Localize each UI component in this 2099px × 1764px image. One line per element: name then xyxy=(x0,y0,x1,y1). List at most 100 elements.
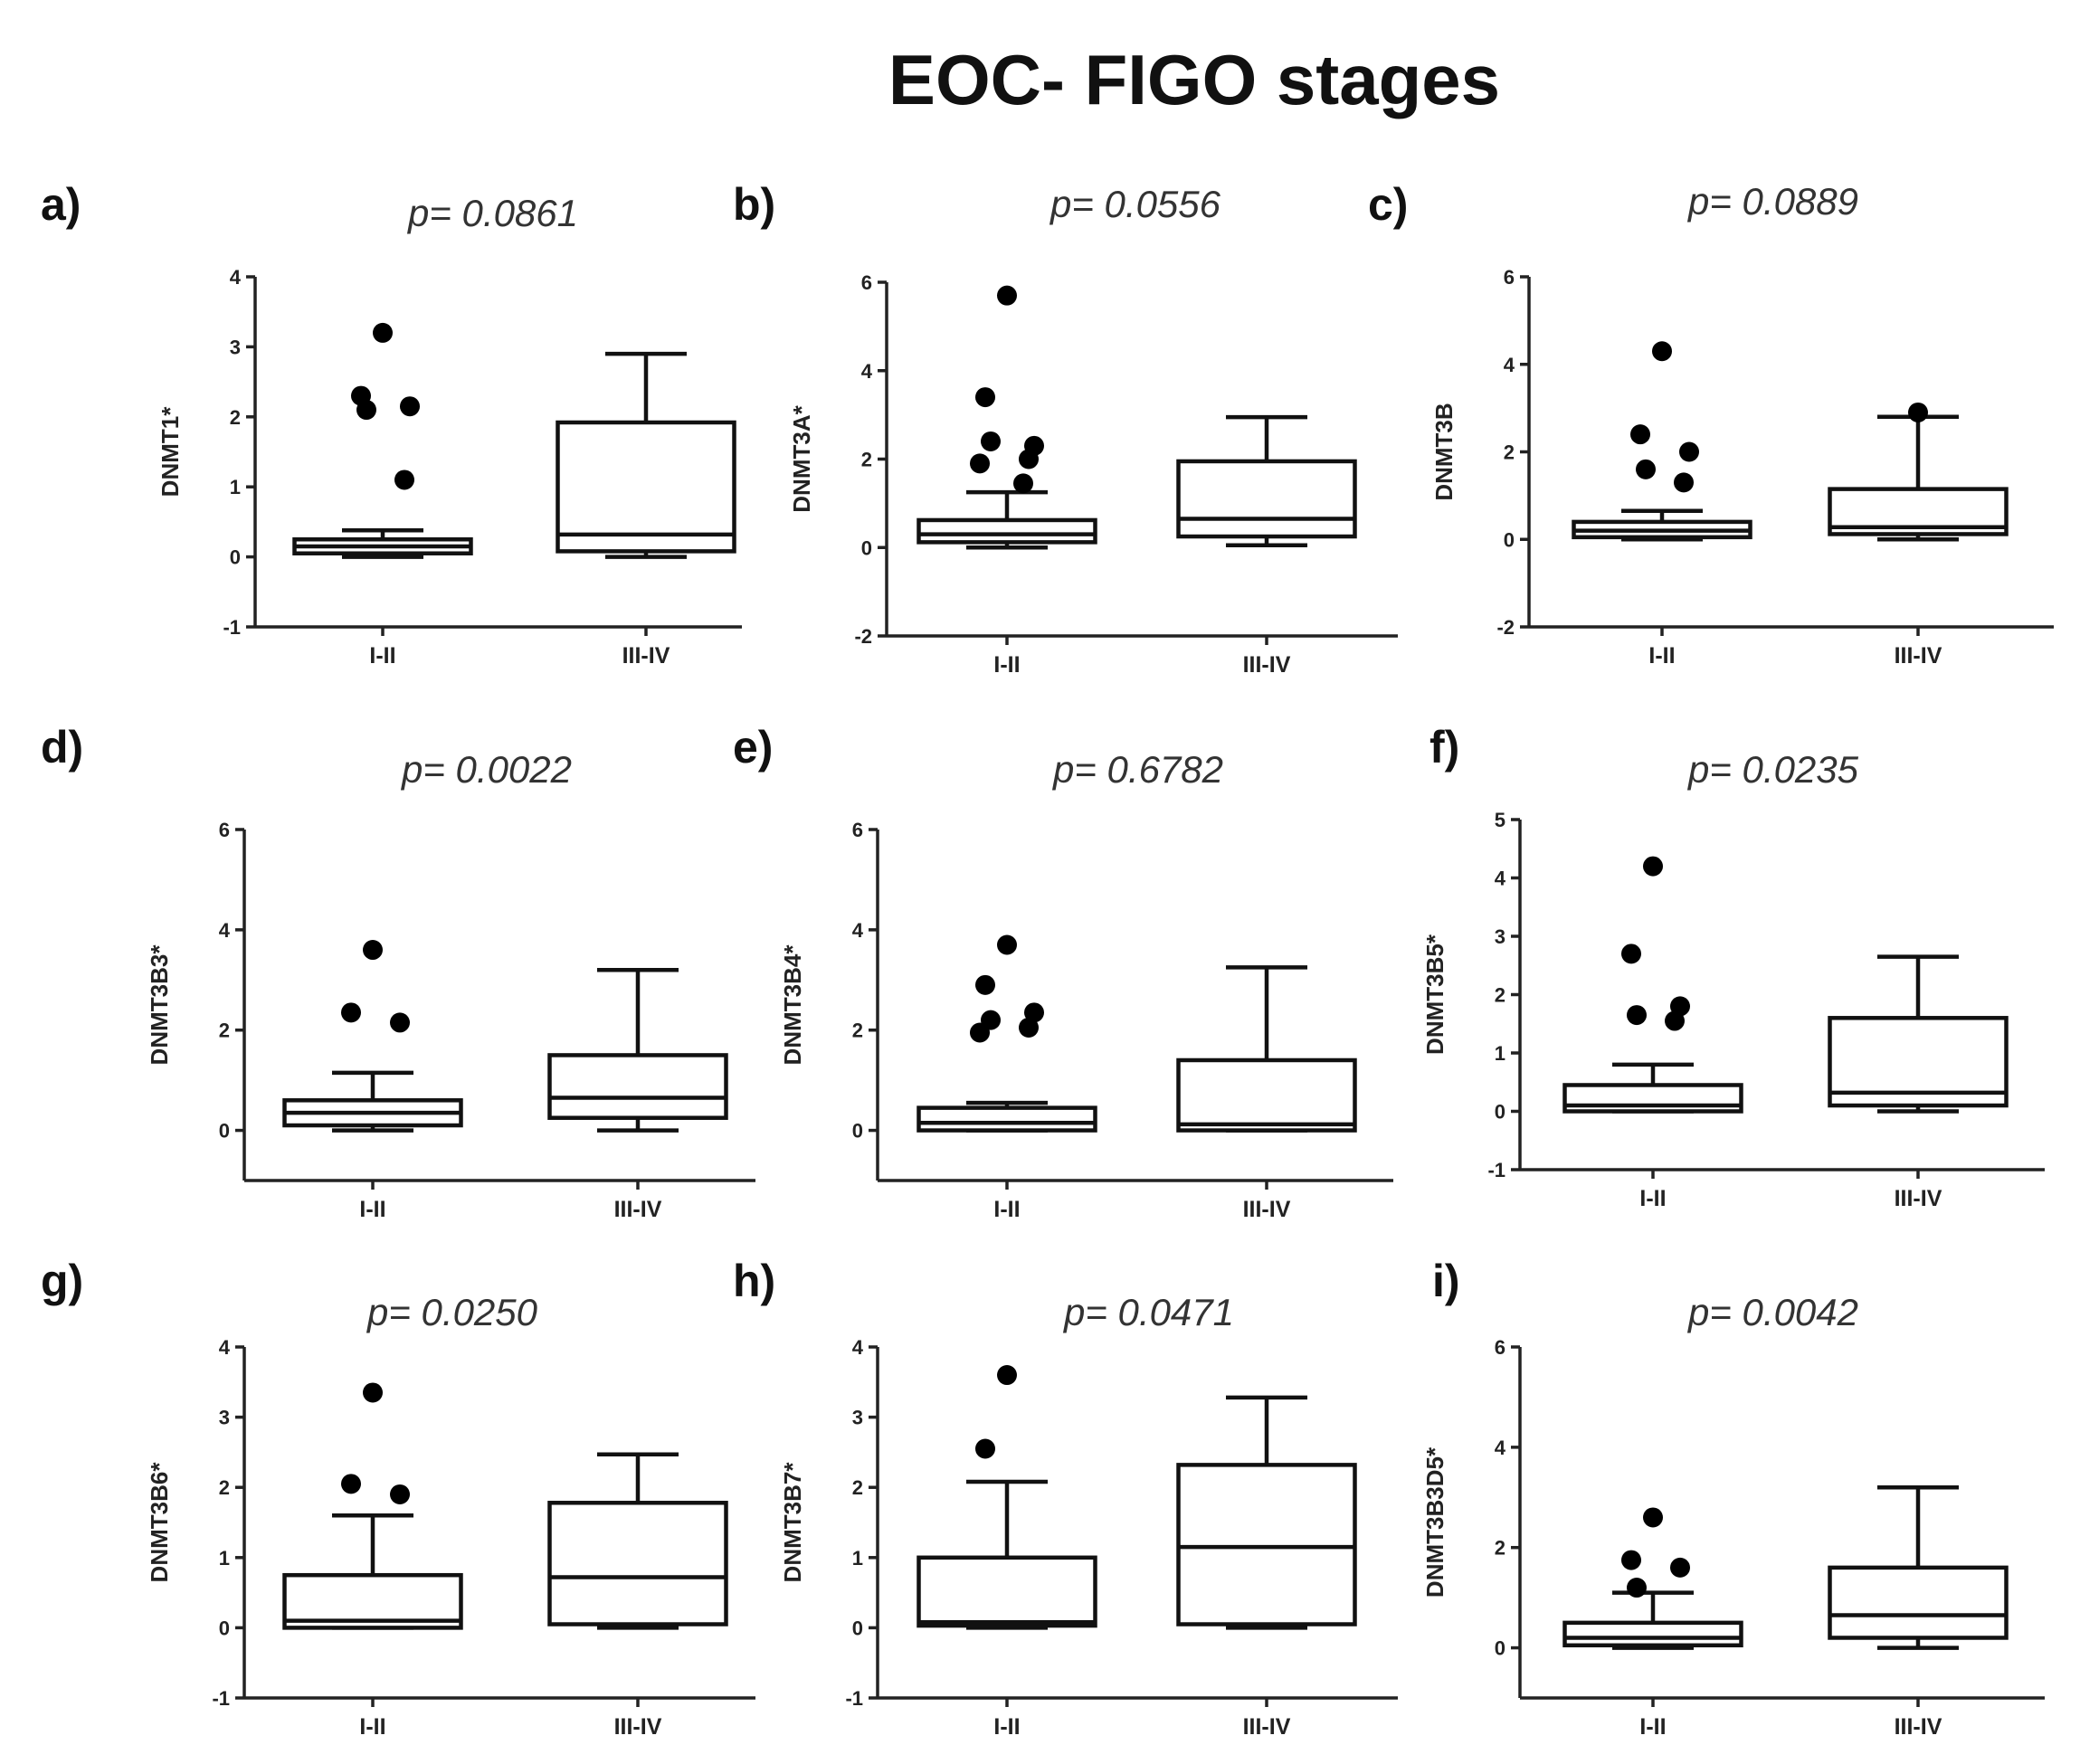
outlier-point xyxy=(390,1012,410,1033)
outlier-point xyxy=(1630,424,1650,445)
panel-c: c) p= 0.0889 DNMT3B -2 0 2 4 6 I-II III-IV xyxy=(1368,179,2054,669)
y-tick-label: 1 xyxy=(230,476,241,498)
y-axis-label: DNMT3B5* xyxy=(1421,934,1448,1055)
outlier-point xyxy=(400,396,420,417)
y-tick-label: 4 xyxy=(1495,868,1506,890)
y-tick-label: 4 xyxy=(1495,1437,1506,1459)
y-tick-label: -2 xyxy=(1496,616,1515,639)
panels-container: a) p= 0.0861 DNMT1* -1 0 1 2 3 4 I-II III-IV b) p= 0… xyxy=(41,179,2054,1740)
outlier-point xyxy=(975,1438,995,1459)
x-category-label: I-II xyxy=(1648,643,1675,669)
y-tick-label: 1 xyxy=(219,1547,230,1570)
y-tick-label: -1 xyxy=(223,616,241,639)
outlier-point xyxy=(1013,473,1033,494)
y-tick-label: 2 xyxy=(852,1476,863,1499)
outlier-point xyxy=(1019,1017,1039,1038)
box-iqr xyxy=(1176,1057,1357,1133)
y-tick-label: 2 xyxy=(1495,984,1505,1007)
panel-b: b) p= 0.0556 DNMT3A* -2 0 2 4 6 I-II III-IV xyxy=(733,179,1398,678)
y-tick-label: 6 xyxy=(219,819,230,841)
box-iqr xyxy=(917,517,1097,545)
outlier-point xyxy=(1908,402,1928,422)
outlier-point xyxy=(363,940,383,961)
outlier-point xyxy=(1679,441,1699,462)
x-category-label: I-II xyxy=(369,643,395,669)
outlier-point xyxy=(390,1484,410,1504)
outlier-point xyxy=(1643,1507,1663,1528)
outlier-point xyxy=(975,974,995,995)
y-tick-label: 2 xyxy=(230,406,241,429)
box-iqr xyxy=(1176,1463,1357,1626)
y-tick-label: 0 xyxy=(230,546,241,569)
y-tick-label: 0 xyxy=(861,536,872,559)
y-tick-label: 6 xyxy=(852,819,863,841)
y-tick-label: 0 xyxy=(852,1617,863,1639)
p-value-label: p= 0.0022 xyxy=(400,748,572,791)
outlier-point xyxy=(1674,472,1694,493)
outlier-point xyxy=(363,1382,383,1403)
panel-letter: b) xyxy=(733,179,775,230)
box-iqr xyxy=(547,1501,728,1626)
y-tick-label: 4 xyxy=(852,1336,864,1359)
outlier-point xyxy=(1627,1578,1647,1598)
y-tick-label: -1 xyxy=(845,1687,863,1710)
y-tick-label: 0 xyxy=(1495,1101,1505,1124)
x-category-label: III-IV xyxy=(1243,652,1291,678)
outlier-point xyxy=(1019,449,1039,469)
y-tick-label: 6 xyxy=(1504,266,1515,289)
y-tick-label: 4 xyxy=(219,919,231,942)
y-tick-label: 2 xyxy=(852,1020,863,1042)
panel-a: a) p= 0.0861 DNMT1* -1 0 1 2 3 4 I-II III-IV xyxy=(41,179,742,669)
panel-h: h) p= 0.0471 DNMT3B7* -1 0 1 2 3 4 I-II III-IV xyxy=(733,1256,1398,1740)
panel-g: g) p= 0.0250 DNMT3B6* -1 0 1 2 3 4 I-II III-IV xyxy=(41,1256,755,1740)
p-value-label: p= 0.0235 xyxy=(1686,748,1859,791)
y-axis-label: DNMT3B xyxy=(1430,403,1458,500)
panel-f: f) p= 0.0235 DNMT3B5* -1 0 1 2 3 4 5 I-II III-IV xyxy=(1421,722,2045,1211)
y-tick-label: 2 xyxy=(1504,441,1515,464)
box-iqr xyxy=(917,1555,1097,1628)
panel-letter: c) xyxy=(1368,179,1408,230)
x-category-label: III-IV xyxy=(1895,1714,1942,1740)
x-category-label: I-II xyxy=(993,1197,1020,1222)
outlier-point xyxy=(356,400,376,421)
outlier-point xyxy=(997,1365,1017,1386)
box-iqr xyxy=(1828,1565,2009,1640)
y-tick-label: 3 xyxy=(852,1407,863,1429)
outlier-point xyxy=(394,469,414,490)
x-category-label: III-IV xyxy=(1243,1197,1291,1222)
panel-i: i) p= 0.0042 DNMT3B3D5* 0 2 4 6 I-II III-IV xyxy=(1421,1256,2045,1740)
y-axis-label: DNMT3B4* xyxy=(779,944,806,1066)
outlier-point xyxy=(1670,1557,1690,1578)
x-category-label: I-II xyxy=(1639,1714,1666,1740)
p-value-label: p= 0.0250 xyxy=(366,1291,538,1333)
y-axis-label: DNMT3B3D5* xyxy=(1421,1446,1448,1598)
p-value-label: p= 0.0556 xyxy=(1049,183,1221,225)
box-iqr xyxy=(1562,1620,1743,1648)
p-value-label: p= 0.6782 xyxy=(1051,748,1223,791)
y-tick-label: 2 xyxy=(219,1476,230,1499)
x-category-label: I-II xyxy=(1639,1186,1666,1211)
outlier-point xyxy=(975,387,995,408)
outlier-point xyxy=(970,1022,990,1043)
y-tick-label: -1 xyxy=(212,1687,230,1710)
x-category-label: III-IV xyxy=(614,1197,662,1222)
y-tick-label: 1 xyxy=(1495,1042,1505,1065)
panel-letter: i) xyxy=(1432,1256,1460,1306)
y-tick-label: 4 xyxy=(230,266,242,289)
box-iqr xyxy=(547,1053,728,1120)
panel-letter: f) xyxy=(1429,722,1459,773)
y-tick-label: 2 xyxy=(861,449,872,471)
p-value-label: p= 0.0889 xyxy=(1686,180,1858,223)
panel-letter: d) xyxy=(41,722,83,773)
y-tick-label: 1 xyxy=(852,1547,863,1570)
y-tick-label: 3 xyxy=(219,1407,230,1429)
y-tick-label: 2 xyxy=(219,1020,230,1042)
y-axis-label: DNMT3B3* xyxy=(146,944,173,1066)
outlier-point xyxy=(1621,944,1641,964)
box-iqr xyxy=(917,1105,1097,1133)
y-tick-label: -1 xyxy=(1487,1159,1505,1181)
x-category-label: III-IV xyxy=(1895,643,1942,669)
y-tick-label: -2 xyxy=(854,625,872,648)
y-tick-label: 0 xyxy=(219,1617,230,1639)
y-tick-label: 6 xyxy=(861,271,872,294)
